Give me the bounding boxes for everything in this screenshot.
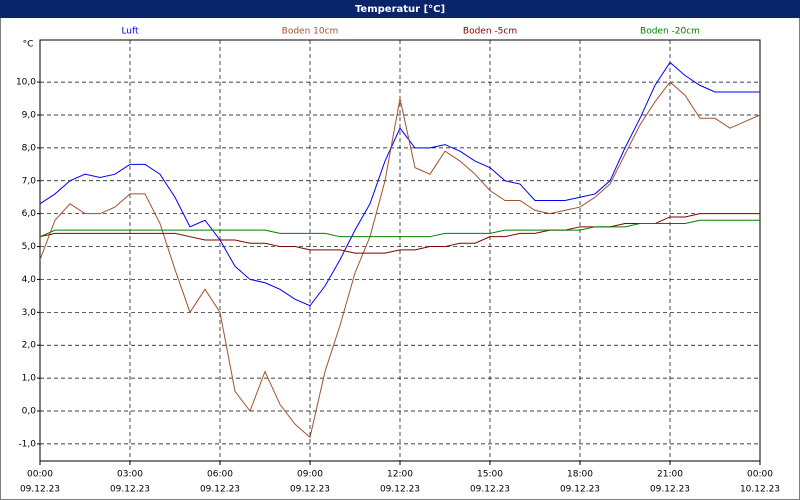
x-tick-date: 09.12.23 [200, 485, 240, 495]
x-tick-date: 10.12.23 [740, 485, 780, 495]
x-tick-label: 15:00 [477, 470, 503, 480]
legend-entry: Boden -20cm [640, 27, 700, 37]
y-tick-label: 1,0 [22, 374, 37, 384]
x-tick-label: 09:00 [297, 470, 323, 480]
y-tick-label: 3,0 [22, 308, 37, 318]
y-tick-label: 10,0 [16, 78, 36, 88]
x-tick-date: 09.12.23 [470, 485, 510, 495]
legend-entry: Luft [121, 27, 139, 37]
x-tick-label: 12:00 [387, 470, 413, 480]
x-tick-date: 09.12.23 [20, 485, 60, 495]
y-tick-label: 7,0 [22, 176, 37, 186]
y-tick-label: 5,0 [22, 242, 37, 252]
legend-entry: Boden 10cm [282, 27, 339, 37]
y-tick-label: 4,0 [22, 275, 37, 285]
y-tick-label: 2,0 [22, 341, 37, 351]
chart-title: Temperatur [°C] [355, 4, 445, 15]
series-line [39, 219, 760, 238]
y-tick-label: 9,0 [22, 110, 37, 120]
series-line [39, 81, 761, 439]
x-tick-label: 00:00 [747, 470, 773, 480]
y-tick-label: 0,0 [22, 407, 37, 417]
x-tick-label: 21:00 [657, 470, 683, 480]
x-tick-label: 18:00 [567, 470, 593, 480]
x-tick-date: 09.12.23 [290, 485, 330, 495]
title-bar [0, 0, 800, 18]
legend-entry: Boden -5cm [463, 27, 517, 37]
series-line [39, 61, 760, 307]
y-tick-label: -1,0 [18, 439, 36, 449]
x-tick-label: 03:00 [117, 470, 143, 480]
x-tick-date: 09.12.23 [110, 485, 150, 495]
y-tick-label: 6,0 [22, 209, 37, 219]
x-tick-label: 00:00 [27, 470, 53, 480]
y-axis-unit: °C [23, 40, 34, 50]
x-tick-date: 09.12.23 [380, 485, 420, 495]
x-tick-date: 09.12.23 [560, 485, 600, 495]
x-tick-label: 06:00 [207, 470, 233, 480]
x-tick-date: 09.12.23 [650, 485, 690, 495]
y-tick-label: 8,0 [22, 143, 37, 153]
